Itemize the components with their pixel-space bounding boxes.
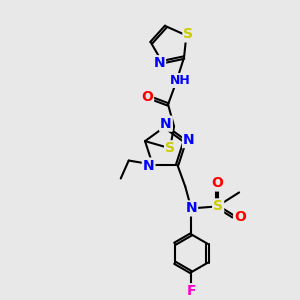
Text: S: S	[183, 27, 193, 41]
Text: N: N	[153, 56, 165, 70]
Text: S: S	[213, 200, 223, 213]
Text: O: O	[211, 176, 223, 190]
Text: O: O	[234, 210, 246, 224]
Text: F: F	[187, 284, 196, 298]
Text: N: N	[183, 133, 195, 147]
Text: N: N	[143, 158, 154, 172]
Text: N: N	[185, 201, 197, 215]
Text: N: N	[160, 117, 172, 131]
Text: S: S	[165, 141, 175, 155]
Text: NH: NH	[170, 74, 190, 87]
Text: O: O	[141, 90, 153, 104]
